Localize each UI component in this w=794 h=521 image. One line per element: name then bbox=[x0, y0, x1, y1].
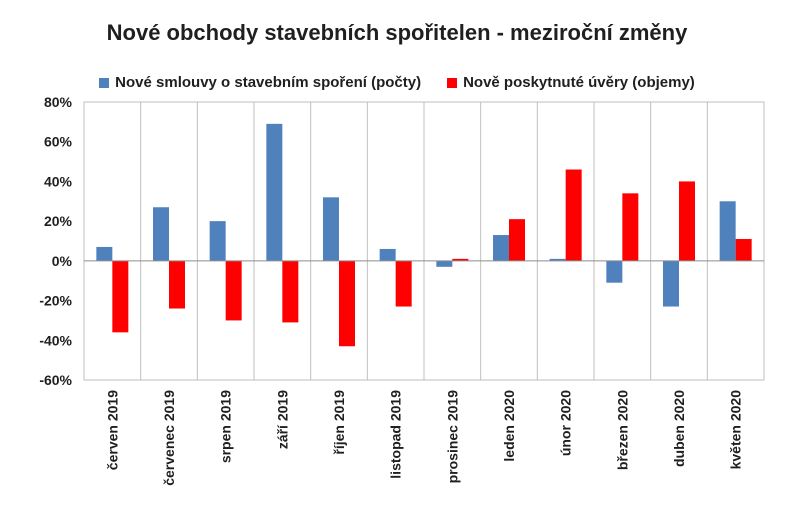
legend: Nové smlouvy o stavebním spoření (počty)… bbox=[0, 74, 794, 91]
bar-contracts bbox=[379, 248, 396, 261]
legend-item-loans: Nově poskytnuté úvěry (objemy) bbox=[447, 74, 695, 91]
x-tick-label: březen 2020 bbox=[614, 390, 630, 470]
bar-loans bbox=[622, 193, 639, 261]
legend-swatch-loans bbox=[447, 77, 458, 88]
bar-loans bbox=[112, 260, 129, 333]
bar-loans bbox=[679, 181, 695, 261]
x-tick-label: únor 2020 bbox=[558, 390, 574, 456]
bar-contracts bbox=[436, 260, 453, 267]
bar-loans bbox=[452, 258, 469, 261]
y-tick-label: -20% bbox=[39, 293, 72, 309]
bar-contracts bbox=[549, 258, 566, 261]
x-tick-label: listopad 2019 bbox=[388, 390, 404, 479]
chart-title: Nové obchody stavebních spořitelen - mez… bbox=[106, 20, 688, 45]
bar-loans bbox=[565, 169, 582, 261]
y-tick-label: 0% bbox=[52, 253, 73, 269]
x-tick-label: říjen 2019 bbox=[331, 390, 347, 455]
bar-contracts bbox=[493, 235, 509, 261]
bar-loans bbox=[225, 260, 242, 321]
y-tick-label: -40% bbox=[39, 332, 72, 348]
bar-loans bbox=[282, 260, 299, 323]
bar-contracts bbox=[96, 246, 113, 261]
bar-loans bbox=[735, 239, 752, 261]
bar-contracts bbox=[209, 221, 226, 261]
legend-swatch-contracts bbox=[99, 77, 110, 88]
y-tick-label: 40% bbox=[44, 173, 73, 189]
bar-contracts bbox=[663, 260, 679, 307]
bar-loans bbox=[395, 260, 412, 307]
x-tick-label: srpen 2019 bbox=[218, 390, 234, 463]
x-tick-label: květen 2020 bbox=[728, 390, 744, 470]
bar-contracts bbox=[719, 201, 736, 261]
bar-loans bbox=[169, 260, 185, 309]
x-tick-label: červenec 2019 bbox=[161, 390, 177, 486]
x-tick-label: září 2019 bbox=[274, 390, 290, 449]
legend-label-loans: Nově poskytnuté úvěry (objemy) bbox=[463, 74, 695, 91]
legend-label-contracts: Nové smlouvy o stavebním spoření (počty) bbox=[115, 74, 422, 91]
y-tick-label: 20% bbox=[44, 213, 73, 229]
y-tick-label: 60% bbox=[44, 134, 73, 150]
x-tick-label: prosinec 2019 bbox=[444, 390, 460, 484]
x-tick-label: leden 2020 bbox=[501, 390, 517, 462]
bar-contracts bbox=[323, 197, 339, 261]
x-tick-label: červen 2019 bbox=[104, 390, 120, 470]
y-tick-label: -60% bbox=[39, 372, 72, 388]
legend-item-contracts: Nové smlouvy o stavebním spoření (počty) bbox=[99, 74, 421, 91]
y-tick-label: 80% bbox=[44, 94, 73, 110]
bar-loans bbox=[339, 260, 355, 347]
x-tick-label: duben 2020 bbox=[671, 390, 687, 467]
bar-contracts bbox=[153, 207, 169, 261]
bar-contracts bbox=[266, 123, 283, 261]
bar-loans bbox=[509, 219, 525, 261]
bar-contracts bbox=[606, 260, 623, 283]
